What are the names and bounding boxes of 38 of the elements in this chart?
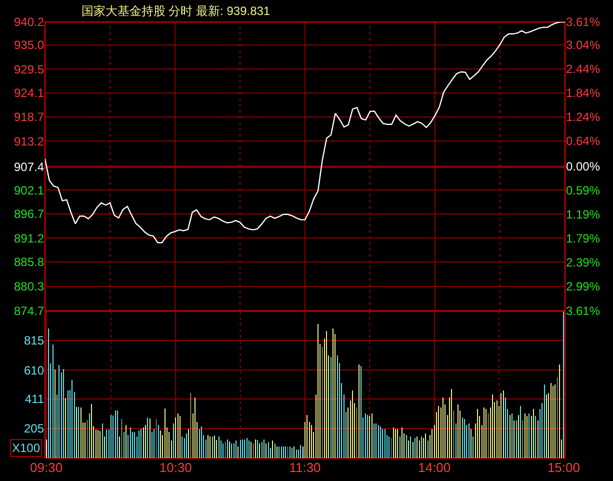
y-tick-label: 913.2	[14, 134, 44, 148]
y2-tick-label: 2.99%	[566, 279, 600, 294]
x-tick-label: 14:00	[418, 460, 451, 475]
x-tick-label: 11:30	[289, 460, 321, 475]
y-tick-label: 929.5	[14, 62, 44, 76]
y2-tick-label: 0.59%	[566, 183, 600, 198]
y2-tick-label: 1.84%	[566, 86, 600, 100]
chart-title: 国家大基金持股 分时 最新: 939.831	[81, 4, 270, 18]
y-tick-label: 907.4	[14, 160, 44, 174]
y-tick-label: 205	[24, 422, 44, 436]
y-tick-label: 815	[24, 334, 44, 348]
y-tick-label: 885.8	[14, 255, 44, 270]
y-tick-label: 891.2	[14, 231, 44, 246]
y2-tick-label: 2.39%	[566, 255, 600, 270]
y2-tick-label: 2.44%	[566, 62, 600, 76]
y-tick-label: 902.1	[14, 183, 44, 198]
x-tick-label: 10:30	[159, 460, 192, 475]
y-tick-label: 610	[24, 363, 44, 378]
y-tick-label: 918.7	[14, 110, 44, 124]
y-tick-label: 880.3	[14, 279, 44, 294]
y2-tick-label: 1.19%	[566, 207, 600, 222]
y-tick-label: 935.0	[14, 38, 44, 52]
y-tick-label: 896.7	[14, 207, 44, 222]
y-tick-label: 411	[24, 392, 44, 406]
y-tick-label: 924.1	[14, 86, 44, 100]
y2-tick-label: 1.79%	[566, 231, 600, 246]
y-axis-title: X100	[12, 441, 40, 455]
y2-tick-label: 3.04%	[566, 38, 600, 52]
y2-tick-label: 1.24%	[566, 110, 600, 124]
x-tick-label: 09:30	[30, 460, 63, 475]
y2-tick-label: 3.61%	[566, 15, 600, 30]
y-tick-label: 874.7	[14, 304, 44, 318]
line-series	[45, 22, 565, 244]
x-tick-label: 15:00	[547, 460, 580, 475]
y-tick-label: 940.2	[14, 15, 44, 30]
y2-tick-label: 3.61%	[566, 304, 600, 318]
y2-tick-label: 0.64%	[566, 134, 600, 148]
y2-tick-label: 0.00%	[566, 160, 600, 174]
